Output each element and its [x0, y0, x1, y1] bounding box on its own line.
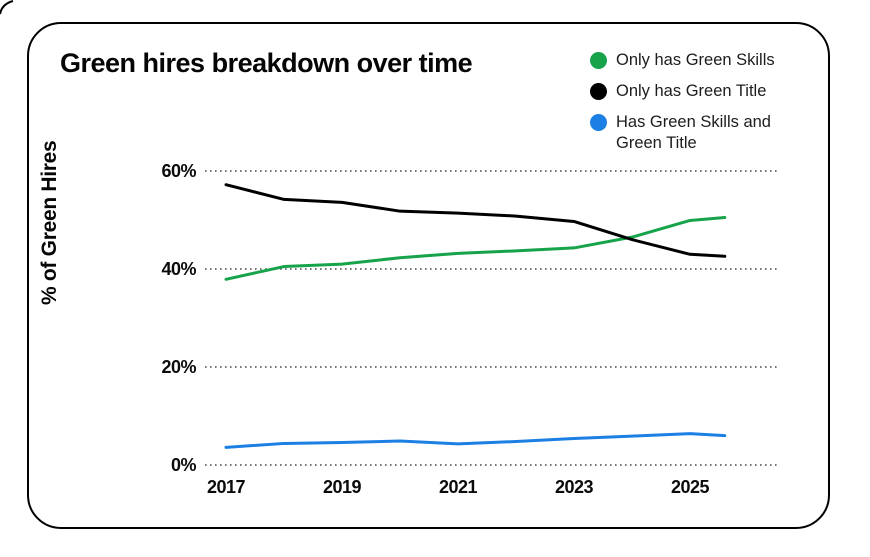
chart-title: Green hires breakdown over time	[60, 48, 473, 78]
series-lines	[224, 183, 727, 449]
y-tick-0: 0%	[170, 455, 197, 475]
legend-item-green-skills: Only has Green Skills	[590, 50, 820, 71]
corner-border-artifact	[0, 0, 14, 15]
green-dot-icon	[590, 52, 607, 69]
x-tick-2019: 2019	[322, 477, 362, 497]
legend-label: Only has Green Skills	[616, 51, 775, 69]
chart-card	[27, 22, 830, 529]
y-tick-60: 60%	[161, 161, 196, 181]
black-dot-icon	[590, 83, 607, 100]
x-tick-2021: 2021	[438, 477, 478, 497]
dotted-gridlines	[205, 170, 778, 466]
legend-label: Only has Green Title	[616, 82, 767, 100]
x-tick-2023: 2023	[554, 477, 594, 497]
legend-item-green-title: Only has Green Title	[590, 81, 820, 102]
x-tick-2017: 2017	[206, 477, 246, 497]
x-tick-2025: 2025	[670, 477, 710, 497]
y-tick-40: 40%	[161, 259, 196, 279]
chart-legend: Only has Green Skills Only has Green Tit…	[590, 50, 820, 164]
y-tick-20: 20%	[161, 357, 196, 377]
legend-label: Has Green Skills and Green Title	[616, 113, 771, 152]
blue-dot-icon	[590, 114, 607, 131]
legend-item-skills-and-title: Has Green Skills and Green Title	[590, 112, 820, 154]
